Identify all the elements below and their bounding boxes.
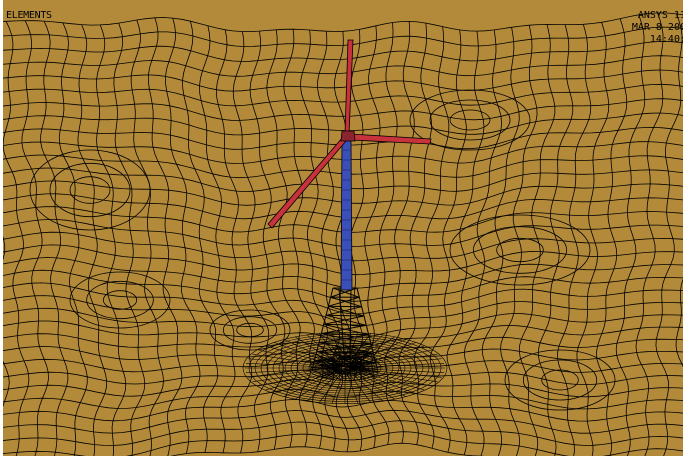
lattice-tower (310, 287, 380, 381)
program-version: ANSYS 11 (637, 10, 684, 21)
plot-time: 14:40: (649, 34, 684, 45)
plot-type-label: ELEMENTS (6, 10, 52, 21)
info-block: ANSYS 11 MAR 8 200 14:40: (606, 10, 684, 46)
wind-turbine-model (267, 39, 432, 291)
plot-date: MAR 8 200 (631, 22, 684, 33)
